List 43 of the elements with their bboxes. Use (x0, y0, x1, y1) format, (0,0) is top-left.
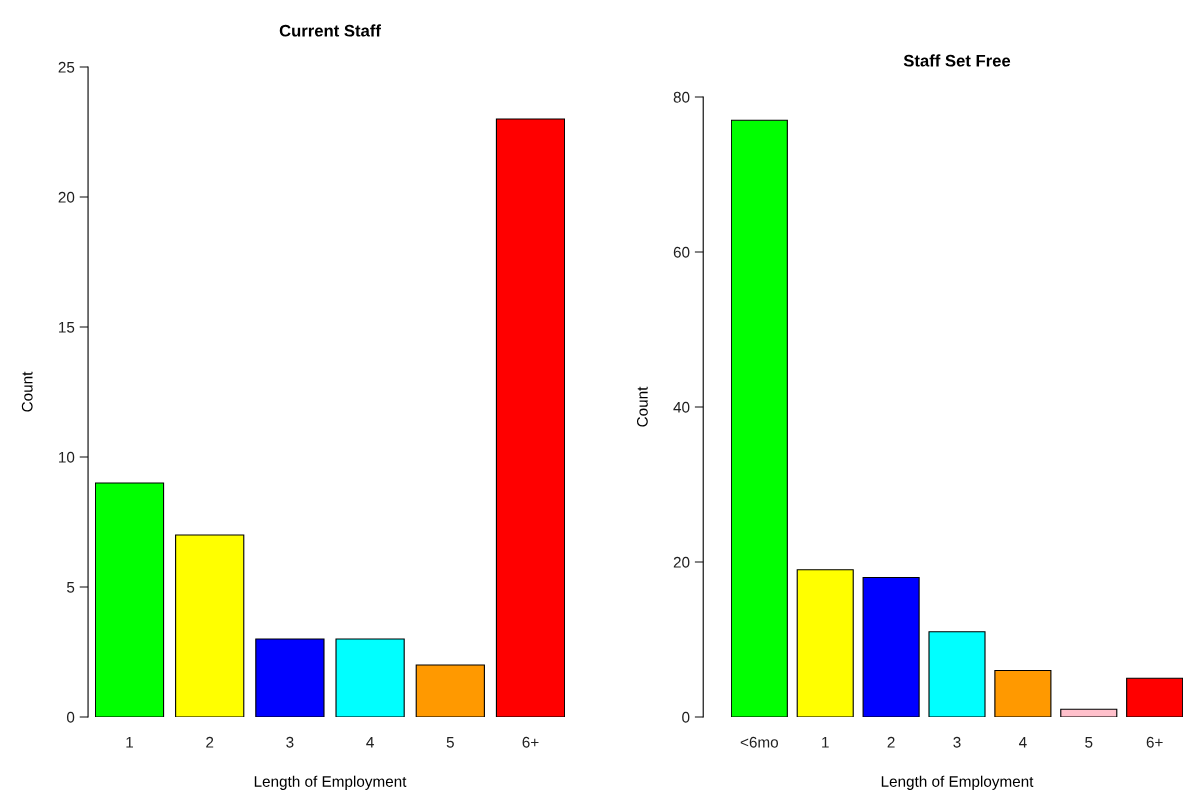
y-tick-label: 60 (673, 246, 690, 258)
chart-title: Staff Set Free (903, 54, 1011, 67)
bar (928, 631, 986, 717)
y-tick-label: 80 (673, 91, 690, 103)
y-axis-title: Count (636, 386, 648, 427)
x-tick-label: 2 (887, 736, 895, 748)
bar (994, 669, 1052, 717)
bar (1060, 708, 1118, 717)
y-tick-label: 10 (59, 451, 75, 463)
y-tick-label: 5 (66, 582, 75, 593)
y-tick-label: 0 (682, 711, 690, 723)
bar (731, 119, 788, 717)
bar (95, 482, 165, 717)
bar (175, 534, 245, 717)
x-axis-title: Length of Employment (881, 775, 1034, 790)
x-tick-label: 4 (366, 737, 374, 748)
x-tick-label: <6mo (740, 736, 779, 748)
x-tick-label: 6+ (522, 736, 539, 748)
y-tick-label: 0 (66, 711, 75, 723)
bar (495, 118, 565, 717)
bar (415, 664, 485, 717)
x-tick-label: 4 (1018, 737, 1027, 748)
bar (862, 576, 920, 717)
x-tick-label: 6+ (1146, 736, 1163, 748)
x-tick-label: 2 (206, 736, 214, 748)
y-tick-label: 20 (58, 191, 75, 203)
x-tick-label: 1 (822, 737, 829, 748)
chart-title: Current Staff (279, 24, 381, 37)
y-tick-label: 15 (59, 322, 75, 333)
y-tick-label: 20 (673, 556, 690, 568)
y-axis-title: Count (21, 371, 33, 412)
x-axis-title: Length of Employment (254, 775, 407, 790)
x-tick-label: 3 (953, 736, 961, 748)
bar (255, 638, 325, 717)
x-tick-label: 5 (446, 737, 454, 748)
bar (796, 569, 854, 717)
bar (335, 638, 405, 717)
x-tick-label: 5 (1085, 737, 1093, 748)
bar (1126, 677, 1183, 717)
x-tick-label: 1 (126, 737, 133, 748)
y-tick-label: 25 (58, 61, 75, 73)
x-tick-label: 3 (286, 736, 294, 748)
y-tick-label: 40 (673, 401, 690, 413)
